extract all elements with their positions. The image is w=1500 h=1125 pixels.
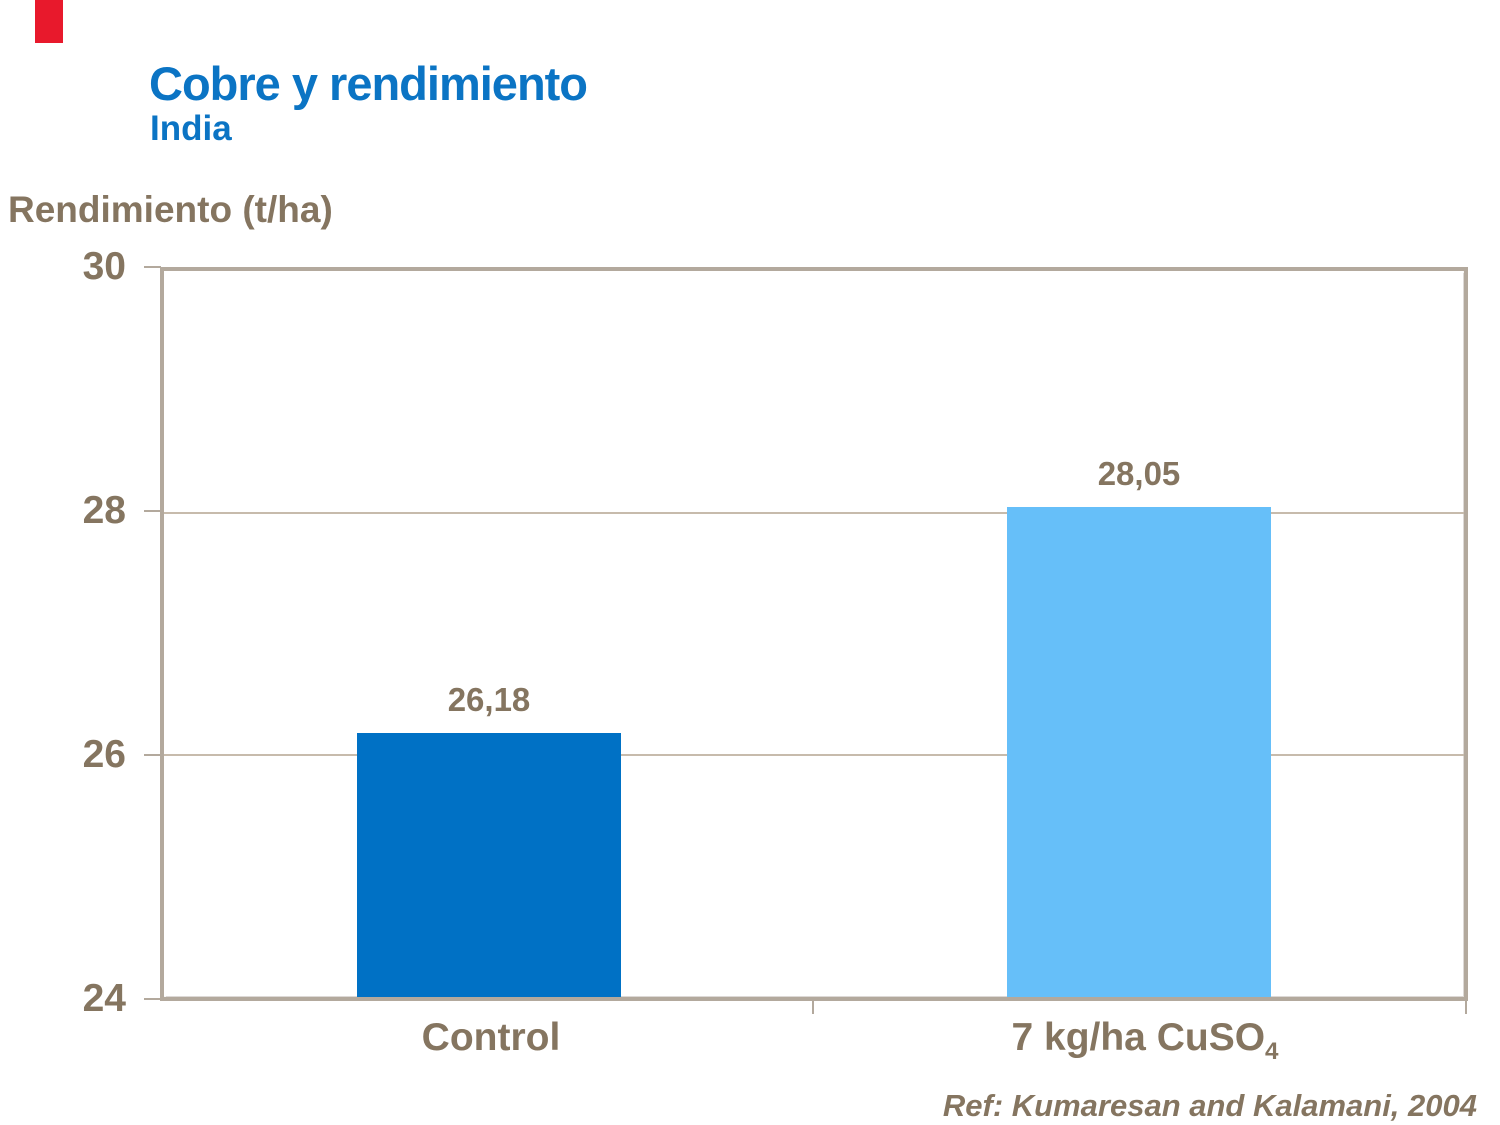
bar-control: [357, 733, 621, 997]
y-axis-tick: [144, 510, 161, 512]
template-red-accent: [35, 0, 63, 43]
bar-cuso4: [1007, 506, 1271, 997]
x-category-label-cuso4: 7 kg/ha CuSO4: [818, 1016, 1472, 1063]
chart-title: Cobre y rendimiento: [149, 57, 588, 110]
y-tick-label-24: 24: [82, 977, 126, 1020]
gridline-28: [164, 512, 1464, 514]
x-category-text: 7 kg/ha CuSO: [1011, 1016, 1266, 1059]
plot-area: 26,18 28,05: [160, 267, 1468, 1001]
y-tick-label-30: 30: [82, 245, 126, 288]
y-axis-title: Rendimiento (t/ha): [8, 189, 333, 230]
y-tick-label-26: 26: [82, 733, 126, 776]
y-axis-tick: [144, 266, 161, 268]
bar-value-label-cuso4: 28,05: [1097, 454, 1181, 492]
x-category-subscript: 4: [1265, 1037, 1279, 1065]
y-axis-tick: [144, 998, 161, 1000]
y-axis-tick: [144, 754, 161, 756]
bar-value-label-control: 26,18: [447, 681, 531, 719]
chart-subtitle: India: [150, 109, 232, 148]
x-axis-tick-right: [1465, 1001, 1467, 1014]
x-axis-tick-middle: [812, 1001, 814, 1014]
y-tick-label-28: 28: [82, 489, 126, 532]
x-category-text: Control: [421, 1016, 561, 1059]
gridline-26: [164, 754, 1464, 756]
reference-citation: Ref: Kumaresan and Kalamani, 2004: [942, 1088, 1477, 1123]
x-category-label-control: Control: [164, 1016, 818, 1060]
